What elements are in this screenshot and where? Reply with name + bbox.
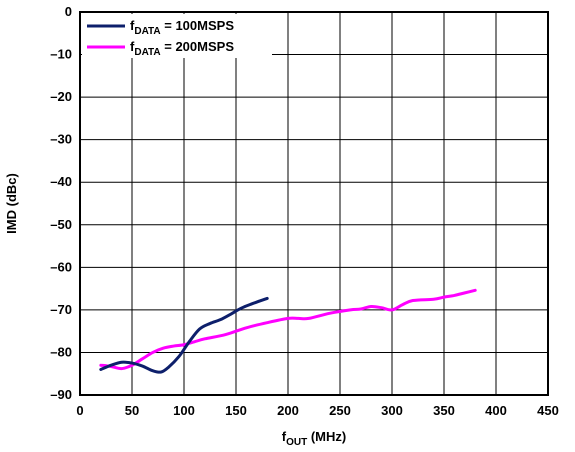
x-tick-label: 400 [485, 403, 507, 418]
legend-label-100msps: fDATA = 100MSPS [130, 18, 234, 37]
y-tick-label: –70 [50, 302, 72, 317]
x-tick-label: 0 [76, 403, 83, 418]
legend-label-200msps: fDATA = 200MSPS [130, 39, 234, 58]
x-tick-label: 350 [433, 403, 455, 418]
y-axis-title: IMD (dBc) [4, 173, 19, 234]
y-tick-label: –10 [50, 47, 72, 62]
x-tick-label: 50 [125, 403, 139, 418]
grid [80, 12, 548, 395]
x-axis-title: fOUT (MHz) [282, 429, 346, 448]
y-tick-label: –40 [50, 174, 72, 189]
legend-background [82, 14, 272, 58]
y-tick-label: –50 [50, 217, 72, 232]
y-tick-label: –60 [50, 259, 72, 274]
y-tick-label: –30 [50, 132, 72, 147]
x-tick-label: 200 [277, 403, 299, 418]
x-tick-label: 250 [329, 403, 351, 418]
series-line-200msps [99, 288, 477, 371]
y-tick-labels: 0 –10 –20 –30 –40 –50 –60 –70 –80 –90 [50, 4, 72, 402]
x-tick-label: 150 [225, 403, 247, 418]
x-tick-labels: 0 50 100 150 200 250 300 350 400 450 [76, 403, 558, 418]
x-tick-label: 450 [537, 403, 559, 418]
plot-frame [79, 11, 549, 396]
y-tick-label: 0 [65, 4, 72, 19]
y-tick-label: –20 [50, 89, 72, 104]
legend: fDATA = 100MSPS fDATA = 200MSPS [82, 14, 272, 58]
series-layer [99, 288, 477, 374]
y-tick-label: –90 [50, 387, 72, 402]
y-tick-label: –80 [50, 344, 72, 359]
x-tick-label: 300 [381, 403, 403, 418]
x-tick-label: 100 [173, 403, 195, 418]
series-line-100msps [99, 296, 269, 374]
